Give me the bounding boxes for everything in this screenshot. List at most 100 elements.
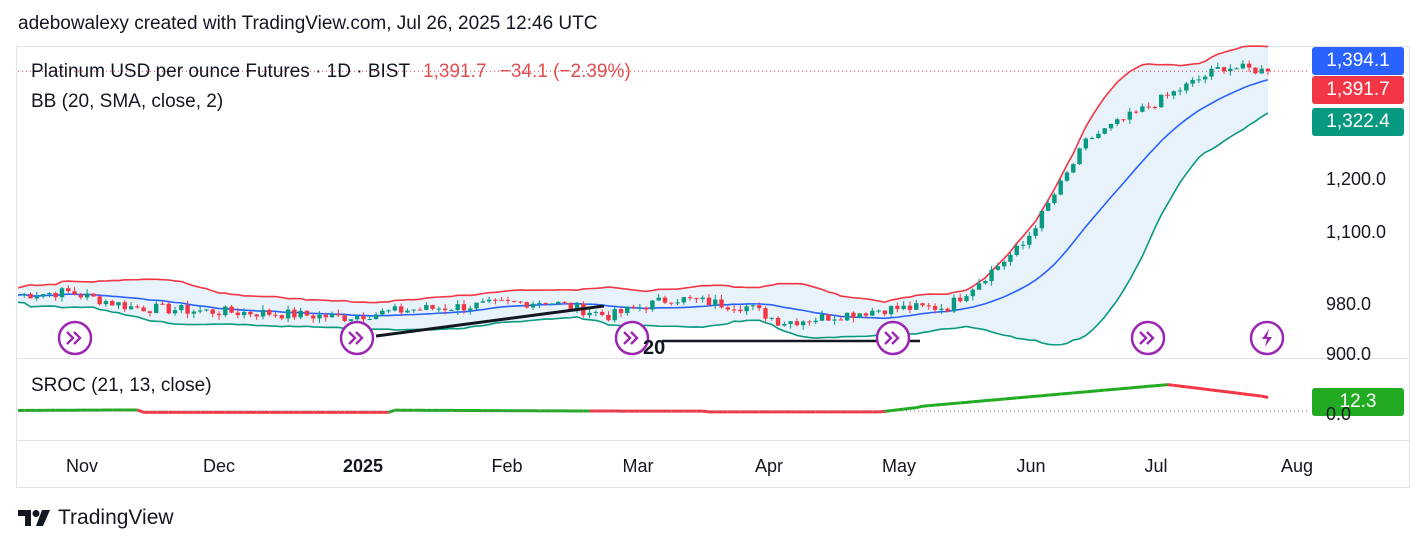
candle-body <box>757 305 762 309</box>
chevrons-right-icon <box>623 331 639 345</box>
annotation-label: 20 <box>643 337 666 359</box>
sroc-segment <box>1230 390 1237 395</box>
sroc-segment <box>1098 388 1105 393</box>
candle-body <box>819 314 825 321</box>
contract-roll-icon <box>57 320 93 356</box>
candle-body <box>675 302 680 304</box>
time-tick-mar: Mar <box>622 456 654 476</box>
candle-body <box>1115 119 1120 124</box>
price-tick-1100: 1,100.0 <box>1326 222 1387 242</box>
candle-body <box>273 314 278 316</box>
sroc-segment <box>1173 383 1181 388</box>
sroc-segment <box>1211 388 1218 393</box>
candle-body <box>719 299 724 308</box>
candle-body <box>66 288 71 292</box>
sroc-segment <box>1048 393 1055 397</box>
sroc-segment <box>1205 387 1212 392</box>
candle-body <box>147 311 153 313</box>
candle-body <box>1209 68 1214 77</box>
candle-body <box>141 307 146 312</box>
sroc-segment <box>903 406 911 411</box>
candle-body <box>1089 138 1095 140</box>
time-tick-jun: Jun <box>1016 456 1046 476</box>
candle-body <box>1071 164 1076 173</box>
candle-body <box>656 297 661 301</box>
candle-body <box>625 306 630 314</box>
candle-body <box>317 314 322 319</box>
candle-body <box>530 303 536 308</box>
candle-body <box>216 313 222 316</box>
candle-body <box>951 297 957 312</box>
sroc-segment <box>388 408 396 414</box>
candle-body <box>392 306 398 311</box>
sroc-segment <box>1129 385 1137 390</box>
sroc-segment <box>1022 395 1030 399</box>
candle-body <box>442 308 448 311</box>
candle-body <box>505 300 511 302</box>
candle-body <box>926 305 932 307</box>
contract-roll-icon <box>1130 320 1166 356</box>
candle-body <box>1096 133 1101 139</box>
sroc-legend[interactable]: SROC (21, 13, close) <box>31 375 212 396</box>
candle-body <box>354 316 360 320</box>
candle-body <box>694 297 699 300</box>
candle-body <box>279 315 285 319</box>
sroc-segment <box>960 400 967 405</box>
sroc-segment <box>1041 393 1049 398</box>
candle-body <box>995 266 1001 270</box>
candle-body <box>574 303 580 310</box>
sroc-segment <box>934 403 942 407</box>
candle-body <box>254 314 259 317</box>
candle-body <box>826 314 831 321</box>
candle-body <box>179 305 184 311</box>
candle-body <box>1190 79 1195 84</box>
candle-body <box>1202 76 1208 80</box>
contract-roll-icon <box>875 320 911 356</box>
pane-divider <box>16 358 1410 359</box>
upper-band-tag: 1,394.1 <box>1312 47 1404 75</box>
candle-body <box>380 310 385 315</box>
bb-legend[interactable]: BB (20, SMA, close, 2) <box>31 91 224 112</box>
bb-band-fill <box>18 46 1268 345</box>
symbol-legend[interactable]: Platinum USD per ounce Futures · 1D · BI… <box>31 61 631 83</box>
candle-body <box>1259 68 1264 74</box>
candle-body <box>1077 148 1082 165</box>
candle-body <box>361 316 366 320</box>
sroc-segment <box>878 409 885 414</box>
candle-body <box>47 293 52 295</box>
sroc-segment <box>985 398 992 403</box>
sroc-segment <box>1261 394 1269 399</box>
sroc-segment <box>1242 392 1250 397</box>
sroc-segment <box>1198 386 1206 391</box>
candle-body <box>348 319 354 321</box>
sroc-segment <box>1091 389 1099 393</box>
candle-body <box>172 310 178 314</box>
candle-body <box>807 321 812 323</box>
candle-body <box>725 307 730 310</box>
candle-body <box>1171 91 1176 96</box>
candle-body <box>794 321 800 326</box>
candle-body <box>876 310 881 312</box>
candle-body <box>116 302 121 306</box>
candle-body <box>292 309 297 318</box>
time-tick-aug: Aug <box>1280 456 1314 476</box>
candle-body <box>342 315 347 321</box>
candle-body <box>449 310 454 312</box>
sroc-segment <box>1248 393 1256 397</box>
sroc-segment <box>1123 386 1130 391</box>
sroc-segment <box>953 401 961 405</box>
candle-body <box>618 309 624 314</box>
candle-body <box>336 313 341 316</box>
candle-body <box>524 302 529 308</box>
candle-body <box>398 306 404 313</box>
price-tick-900: 900.0 <box>1326 344 1372 364</box>
candle-body <box>587 312 592 316</box>
candle-body <box>888 305 894 315</box>
tradingview-brand: TradingView <box>18 506 174 530</box>
sroc-segment <box>1066 391 1074 395</box>
chevrons-right-icon <box>1139 331 1155 345</box>
chart-header: adebowalexy created with TradingView.com… <box>18 13 598 34</box>
candle-body <box>863 313 869 316</box>
candle-body <box>901 305 906 309</box>
